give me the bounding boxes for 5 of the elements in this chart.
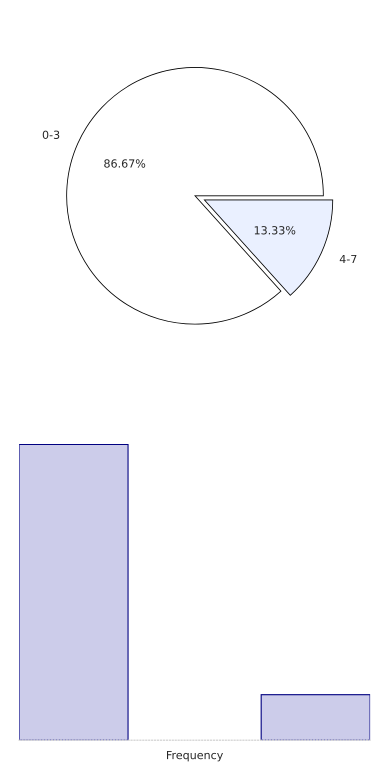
slice-label: 0-3 [42,130,60,139]
slice-label: 4-7 [340,254,356,264]
data-label: 86.67% [104,159,146,168]
x-axis-title: Frequency [167,750,223,762]
data-label: 13.33% [254,226,296,234]
